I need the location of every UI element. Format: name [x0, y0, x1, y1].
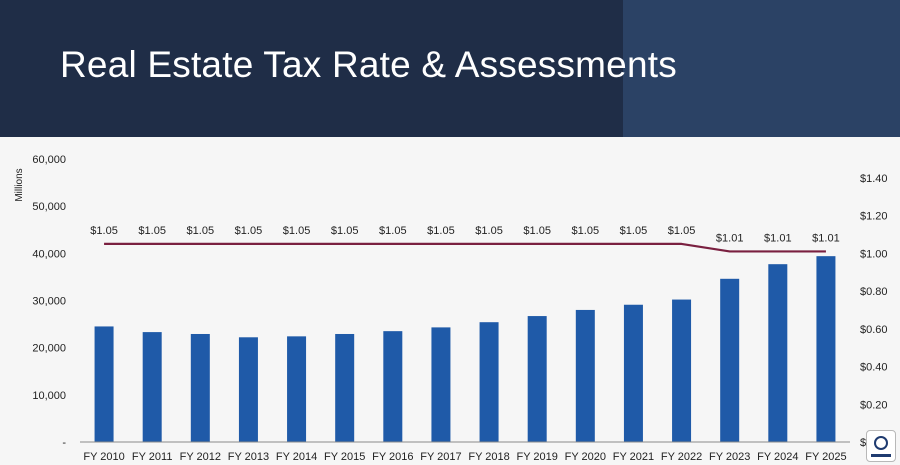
right-tick-label: $0.40 — [860, 362, 888, 374]
tax-rate-label: $1.01 — [764, 232, 792, 244]
assessment-bar — [816, 256, 836, 442]
right-tick-label: $0.20 — [860, 399, 888, 411]
assessment-bar — [431, 327, 451, 442]
tax-rate-line-series — [104, 242, 826, 253]
x-tick-label: FY 2022 — [661, 451, 702, 463]
header-accent-panel — [623, 0, 900, 137]
left-tick-label: 40,000 — [32, 248, 66, 260]
assessment-bar — [142, 332, 162, 442]
assessment-bar — [287, 336, 307, 442]
x-tick-label: FY 2018 — [468, 451, 509, 463]
right-tick-label: $1.00 — [860, 248, 888, 260]
assessment-bar — [335, 333, 355, 442]
x-tick-label: FY 2013 — [228, 451, 269, 463]
x-tick-label: FY 2025 — [805, 451, 846, 463]
tax-rate-label: $1.01 — [812, 232, 840, 244]
right-tick-label: $1.20 — [860, 211, 888, 223]
tax-rate-label: $1.05 — [283, 225, 311, 237]
seal-banner — [871, 454, 891, 457]
right-tick-label: $0.80 — [860, 286, 888, 298]
tax-rate-label: $1.05 — [475, 225, 503, 237]
left-tick-label: 50,000 — [32, 201, 66, 213]
assessment-bar — [190, 333, 210, 442]
assessment-bar — [527, 316, 547, 442]
assessment-bar — [238, 337, 258, 442]
tax-rate-label: $1.05 — [138, 225, 166, 237]
tax-rate-line — [104, 242, 826, 253]
tax-rate-label: $1.05 — [427, 225, 455, 237]
tax-rate-label: $1.05 — [187, 225, 215, 237]
tax-rate-assessment-chart: Millions - 10,000 20,000 30,000 40,000 50,000… — [14, 154, 888, 463]
left-tick-label: 30,000 — [32, 296, 66, 308]
x-tick-label: FY 2017 — [420, 451, 461, 463]
tax-rate-label: $1.01 — [716, 232, 744, 244]
assessment-bar — [672, 299, 692, 442]
left-tick-label: 10,000 — [32, 390, 66, 402]
x-tick-label: FY 2011 — [132, 451, 173, 463]
tax-rate-label: $1.05 — [620, 225, 648, 237]
right-tick-label: $1.40 — [860, 173, 888, 185]
right-tick-label: $0.60 — [860, 324, 888, 336]
left-axis-ticks: - 10,000 20,000 30,000 40,000 50,000 60,000 — [32, 154, 66, 449]
assessment-bar — [623, 304, 643, 442]
assessment-bar — [383, 331, 403, 442]
x-tick-label: FY 2024 — [757, 451, 798, 463]
chart-area: Millions - 10,000 20,000 30,000 40,000 50,000… — [0, 137, 900, 465]
tax-rate-label: $1.05 — [523, 225, 551, 237]
left-tick-label: - — [62, 437, 66, 449]
assessment-bar — [575, 309, 595, 442]
x-tick-label: FY 2016 — [372, 451, 413, 463]
x-tick-label: FY 2015 — [324, 451, 365, 463]
x-tick-label: FY 2020 — [565, 451, 606, 463]
tax-rate-label: $1.05 — [668, 225, 696, 237]
x-axis-ticks: FY 2010 FY 2011 FY 2012 FY 2013 FY 2014 FY 20… — [83, 451, 846, 463]
tax-rate-label: $1.05 — [235, 225, 263, 237]
x-tick-label: FY 2012 — [180, 451, 221, 463]
assessment-bar — [768, 264, 788, 442]
x-tick-label: FY 2023 — [709, 451, 750, 463]
assessment-bar — [94, 326, 114, 442]
assessment-bar — [720, 278, 740, 442]
left-tick-label: 60,000 — [32, 154, 66, 166]
left-tick-label: 20,000 — [32, 343, 66, 355]
right-axis-ticks: $0.00$0.20$0.40$0.60$0.80$1.00$1.20$1.40 — [860, 173, 888, 449]
tax-rate-label: $1.05 — [572, 225, 600, 237]
tax-rate-label: $1.05 — [379, 225, 407, 237]
county-seal-icon — [866, 430, 896, 462]
y-axis-title: Millions — [14, 168, 25, 201]
x-tick-label: FY 2021 — [613, 451, 654, 463]
tax-rate-label: $1.05 — [90, 225, 118, 237]
seal-emblem — [874, 436, 888, 450]
bar-series — [94, 256, 836, 442]
assessment-bar — [479, 322, 499, 442]
x-tick-label: FY 2010 — [83, 451, 124, 463]
x-tick-label: FY 2019 — [516, 451, 557, 463]
x-tick-label: FY 2014 — [276, 451, 317, 463]
slide-title: Real Estate Tax Rate & Assessments — [60, 44, 677, 85]
tax-rate-label: $1.05 — [331, 225, 359, 237]
slide-header: Real Estate Tax Rate & Assessments — [0, 0, 900, 137]
tax-rate-data-labels: $1.05 $1.05 $1.05 $1.05 $1.05 $1.05 $1.05 $1.05… — [90, 225, 839, 245]
